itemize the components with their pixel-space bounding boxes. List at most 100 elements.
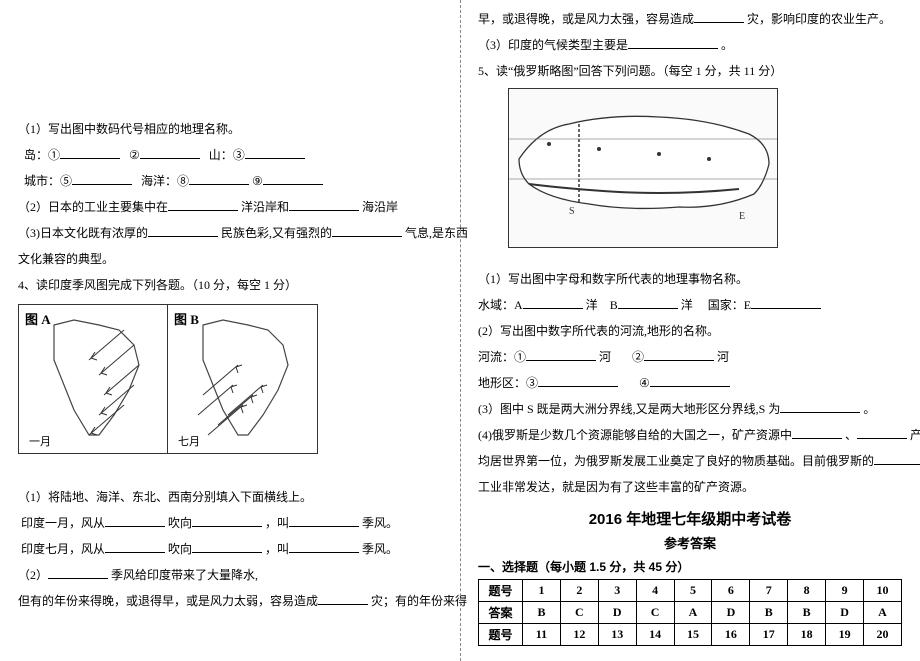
q1-3c: 气息,是东西 xyxy=(405,226,468,240)
russia-outline: E S xyxy=(509,89,778,248)
cell: 20 xyxy=(864,624,902,646)
blank xyxy=(857,425,907,439)
cell: 19 xyxy=(826,624,864,646)
cell: B xyxy=(523,602,561,624)
map-a-month: 一月 xyxy=(29,433,51,449)
q4-p2a: 印度一月，风从 xyxy=(21,516,105,530)
blank xyxy=(332,223,402,237)
cont-l2: （3）印度的气候类型主要是 。 xyxy=(478,32,902,58)
q4-p3: 印度七月，风从 吹向 ，叫 季风。 xyxy=(18,536,442,562)
q5-p4b: 、 xyxy=(845,428,857,442)
cell: 5 xyxy=(674,580,712,602)
blank xyxy=(780,399,860,413)
q5-p2-row1: 河流：① 河 ② 河 xyxy=(478,344,902,370)
q1-2b: 洋沿岸和 xyxy=(241,200,289,214)
blank xyxy=(644,347,714,361)
cell: 13 xyxy=(598,624,636,646)
blank xyxy=(168,197,238,211)
blank xyxy=(189,171,249,185)
q5-p1a: 水域：A xyxy=(478,298,523,312)
q5-p1d: 洋 xyxy=(681,298,693,312)
q5-p3b: 。 xyxy=(863,402,875,416)
svg-text:S: S xyxy=(569,206,575,217)
map-b-month: 七月 xyxy=(178,433,200,449)
q5-p1b: 洋 xyxy=(586,298,598,312)
q5-p4-l1: (4)俄罗斯是少数几个资源能够自给的大国之一，矿产资源中 、 产量 xyxy=(478,422,902,448)
cell: 1 xyxy=(523,580,561,602)
q1-3a: （3)日本文化既有浓厚的 xyxy=(18,226,148,240)
q5-p2e: 地形区：③ xyxy=(478,376,538,390)
q4-p3b: 吹向 xyxy=(168,542,192,556)
q5-p1c: B xyxy=(610,298,618,312)
cell: 8 xyxy=(788,580,826,602)
answer-section: 一、选择题（每小题 1.5 分，共 45 分） xyxy=(478,558,902,575)
blank xyxy=(751,295,821,309)
blank xyxy=(192,513,262,527)
th-tihao2: 题号 xyxy=(479,624,523,646)
q5-p2-row2: 地形区：③ ④ xyxy=(478,370,902,396)
answer-title: 2016 年地理七年级期中考试卷 xyxy=(478,508,902,529)
blank xyxy=(105,539,165,553)
blank xyxy=(523,295,583,309)
q5-p2d: 河 xyxy=(717,350,729,364)
cell: 17 xyxy=(750,624,788,646)
q5-p2: (2）写出图中数字所代表的河流,地形的名称。 xyxy=(478,318,902,344)
blank xyxy=(792,425,842,439)
india-monsoon-map: 图 A 一月 图 B xyxy=(18,304,318,454)
q1-2: （2）日本的工业主要集中在 洋沿岸和 海沿岸 xyxy=(18,194,442,220)
cell: 3 xyxy=(598,580,636,602)
cell: 16 xyxy=(712,624,750,646)
q4-p5b: 灾；有的年份来得 xyxy=(371,594,467,608)
blank xyxy=(650,373,730,387)
answer-subtitle: 参考答案 xyxy=(478,533,902,552)
q1-row1-b: ② xyxy=(129,148,140,162)
blank xyxy=(48,565,108,579)
q5-p4d: 均居世界第一位，为俄罗斯发展工业奠定了良好的物质基础。目前俄罗斯的 xyxy=(478,454,874,468)
blank xyxy=(628,35,718,49)
q1-intro: （1）写出图中数码代号相应的地理名称。 xyxy=(18,116,442,142)
cont-l2b: 。 xyxy=(721,38,733,52)
blank xyxy=(105,513,165,527)
cell: C xyxy=(636,602,674,624)
q1-row2: 城市：⑤ 海洋：⑧ ⑨ xyxy=(18,168,442,194)
cell: 12 xyxy=(560,624,598,646)
russia-map: E S xyxy=(508,88,778,248)
q4-p3a: 印度七月，风从 xyxy=(21,542,105,556)
q4-p4a: （2） xyxy=(18,568,48,582)
blank xyxy=(618,295,678,309)
right-column: 早，或退得晚，或是风力太强，容易造成 灾，影响印度的农业生产。 （3）印度的气候… xyxy=(460,0,920,661)
q1-2c: 海沿岸 xyxy=(362,200,398,214)
cell: C xyxy=(560,602,598,624)
q4-p2c: ，叫 xyxy=(265,516,289,530)
blank xyxy=(289,513,359,527)
q5-head: 5、读“俄罗斯略图”回答下列问题。（每空 1 分，共 11 分） xyxy=(478,58,902,84)
q1-3: （3)日本文化既有浓厚的 民族色彩,又有强烈的 气息,是东西 xyxy=(18,220,442,246)
cell: 18 xyxy=(788,624,826,646)
q4-head: 4、读印度季风图完成下列各题。（10 分，每空 1 分） xyxy=(18,272,442,298)
q5-p1: （1）写出图中字母和数字所代表的地理事物名称。 xyxy=(478,266,902,292)
q1-2a: （2）日本的工业主要集中在 xyxy=(18,200,168,214)
blank xyxy=(289,539,359,553)
cell: 11 xyxy=(523,624,561,646)
q5-p1-row: 水域：A 洋 B 洋 国家：E xyxy=(478,292,902,318)
blank xyxy=(694,9,744,23)
cell: 15 xyxy=(674,624,712,646)
cell: D xyxy=(826,602,864,624)
q5-p2b: 河 xyxy=(599,350,611,364)
blank xyxy=(318,591,368,605)
cell: 4 xyxy=(636,580,674,602)
cell: D xyxy=(712,602,750,624)
blank xyxy=(289,197,359,211)
q1-3b: 民族色彩,又有强烈的 xyxy=(221,226,332,240)
q4-p4: （2） 季风给印度带来了大量降水, xyxy=(18,562,442,588)
q5-p4c: 产量 xyxy=(910,428,920,442)
cell: 7 xyxy=(750,580,788,602)
blank xyxy=(263,171,323,185)
map-a-label: 图 A xyxy=(25,309,51,328)
map-a: 图 A 一月 xyxy=(19,305,168,453)
blank xyxy=(538,373,618,387)
left-column: （1）写出图中数码代号相应的地理名称。 岛：① ② 山：③ 城市：⑤ 海洋：⑧ … xyxy=(0,0,460,661)
q1-row1: 岛：① ② 山：③ xyxy=(18,142,442,168)
q1-row2-b: 海洋：⑧ xyxy=(141,174,189,188)
q4-p3d: 季风。 xyxy=(362,542,398,556)
